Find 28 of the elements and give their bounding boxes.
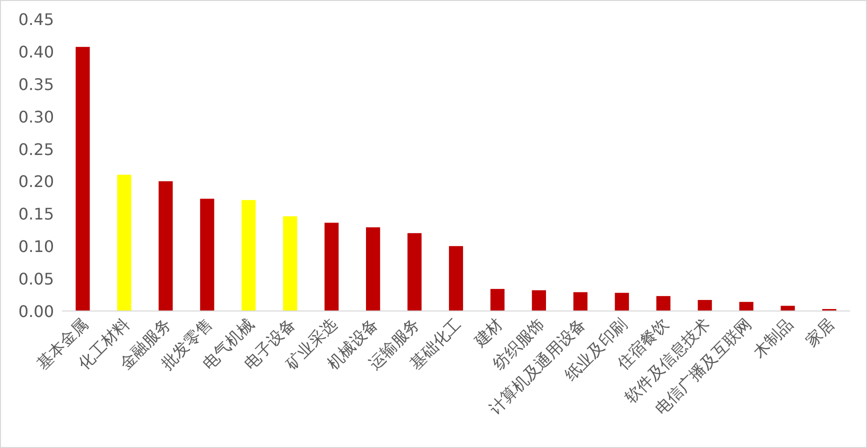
y-tick-label: 0.05 — [18, 270, 54, 289]
y-tick-label: 0.45 — [18, 10, 54, 29]
bar — [283, 216, 298, 311]
bar — [117, 174, 132, 311]
y-tick-label: 0.00 — [18, 302, 54, 321]
y-tick-label: 0.20 — [18, 172, 54, 192]
bar — [739, 302, 754, 311]
bar — [76, 46, 90, 311]
bar — [200, 198, 214, 311]
y-tick-label: 0.25 — [18, 140, 54, 159]
y-tick-label: 0.10 — [18, 237, 54, 256]
y-tick-label: 0.40 — [18, 42, 54, 62]
bar — [324, 222, 339, 311]
bar — [407, 233, 422, 311]
bar — [656, 296, 670, 311]
y-tick-label: 0.35 — [18, 74, 54, 94]
bar — [698, 300, 712, 311]
bar — [532, 290, 546, 311]
bar — [614, 292, 629, 311]
y-tick-label: 0.30 — [18, 107, 54, 126]
bar — [448, 246, 464, 311]
x-tick-label: 家居 — [802, 314, 838, 350]
y-tick-label: 0.15 — [18, 204, 54, 224]
bar — [242, 200, 256, 311]
bar — [573, 292, 588, 311]
bar — [490, 288, 505, 311]
bar — [158, 181, 173, 311]
bar — [366, 227, 380, 311]
